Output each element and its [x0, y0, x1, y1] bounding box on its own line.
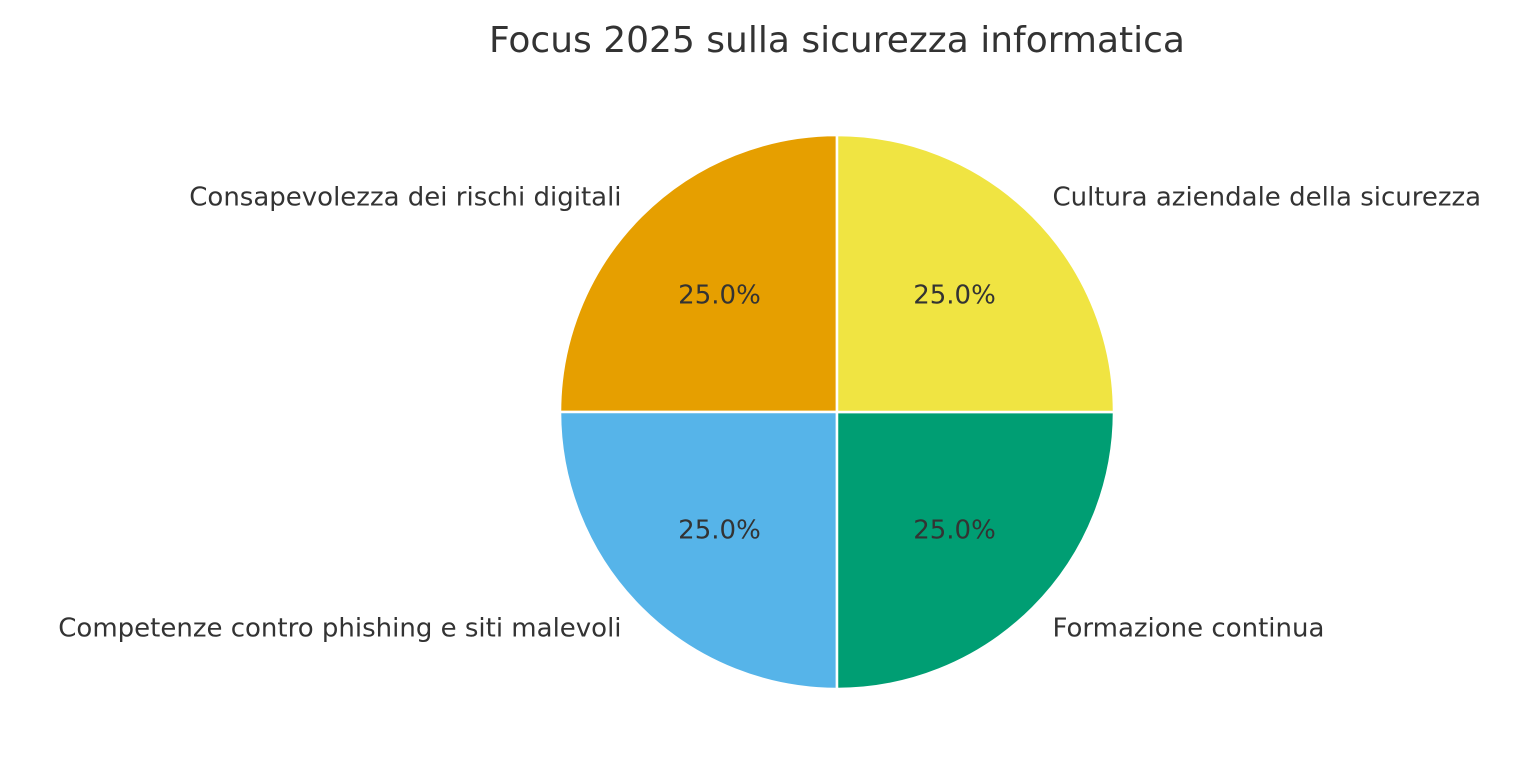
- slice-category-label: Consapevolezza dei rischi digitali: [189, 183, 621, 213]
- slice-category-label: Formazione continua: [1052, 613, 1324, 643]
- slice-category-label: Competenze contro phishing e siti malevo…: [58, 613, 621, 643]
- slice-category-label: Cultura aziendale della sicurezza: [1052, 183, 1481, 213]
- slice-percent-label: 25.0%: [678, 516, 761, 546]
- pie-slice: [558, 410, 839, 691]
- slice-percent-label: 25.0%: [678, 280, 761, 310]
- slice-percent-label: 25.0%: [913, 280, 996, 310]
- pie-slice: [835, 133, 1116, 414]
- pie-slice: [558, 133, 839, 414]
- pie-slice: [835, 410, 1116, 691]
- slice-percent-label: 25.0%: [913, 516, 996, 546]
- chart-title: Focus 2025 sulla sicurezza informatica: [489, 20, 1185, 61]
